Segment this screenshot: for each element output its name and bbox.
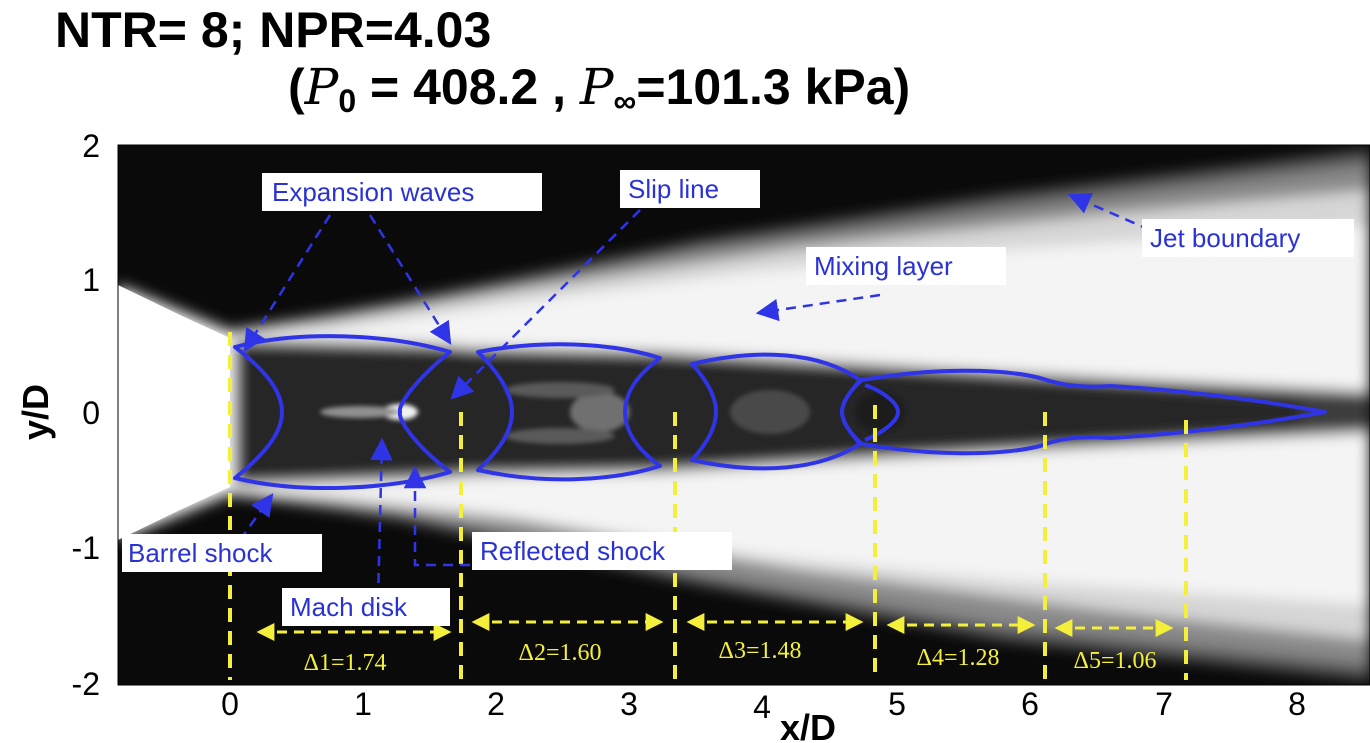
- jet-boundary-box: [1142, 219, 1354, 257]
- cell-length-labels: Δ1=1.74 Δ2=1.60 Δ3=1.48 Δ4=1.28 Δ5=1.06: [304, 638, 1157, 676]
- x-tick-8: 8: [1288, 686, 1306, 722]
- y-tick-labels: 2 1 0 -1 -2: [72, 128, 100, 702]
- mach-disk-label: Mach disk: [290, 592, 408, 622]
- jet-boundary-arrow: [1067, 192, 1151, 232]
- p0-symbol: P: [304, 58, 339, 116]
- slip-line-box: [620, 170, 760, 208]
- expansion-arrow-left: [243, 214, 332, 352]
- figure-title-line1: NTR= 8; NPR=4.03: [55, 2, 492, 58]
- y-axis-label: y/D: [15, 384, 56, 440]
- expansion-arrow-right: [368, 214, 452, 345]
- mixing-layer-box: [806, 247, 1006, 285]
- y-tick-2: 2: [82, 128, 100, 164]
- reflected-shock-label: Reflected shock: [480, 536, 666, 566]
- x-tick-7: 7: [1155, 686, 1173, 722]
- internal-shading: [320, 382, 905, 444]
- barrel-shock-arrow: [238, 493, 274, 541]
- jet-boundary-label: Jet boundary: [1150, 223, 1300, 253]
- cell-length-arrows: [256, 613, 1174, 641]
- cell-boundary-markers: [228, 332, 1188, 680]
- pinf-subscript: ∞: [613, 83, 637, 119]
- slip-line-arrow: [450, 209, 641, 400]
- barrel-shock-label: Barrel shock: [128, 538, 273, 568]
- reflected-shock-arrow: [403, 465, 470, 567]
- mixing-layer-arrow: [755, 293, 881, 322]
- y-tick-neg1: -1: [72, 530, 100, 566]
- y-tick-1: 1: [82, 262, 100, 298]
- mach-disk-box: [282, 588, 450, 626]
- cell-label-4: Δ4=1.28: [917, 645, 1000, 671]
- p0-subscript: 0: [338, 83, 357, 119]
- cell-label-3: Δ3=1.48: [719, 638, 802, 664]
- cell-label-2: Δ2=1.60: [519, 640, 602, 666]
- expansion-waves-label: Expansion waves: [272, 177, 474, 207]
- p0-value: = 408.2 ,: [356, 59, 580, 115]
- shock-cell-4: [840, 368, 1327, 456]
- shock-cell-4-inner: [864, 383, 900, 442]
- y-tick-0: 0: [82, 395, 100, 431]
- x-tick-0: 0: [221, 686, 239, 722]
- figure-title-line2: (P0 = 408.2 , P∞=101.3 kPa): [288, 58, 910, 130]
- annotation-labels: Expansion waves Slip line Jet boundary M…: [122, 170, 1354, 626]
- x-tick-2: 2: [487, 686, 505, 722]
- x-tick-5: 5: [888, 686, 906, 722]
- x-tick-4: 4: [753, 689, 771, 725]
- title-open-paren: (: [288, 59, 305, 115]
- x-axis-label: x/D: [780, 707, 836, 743]
- pinf-symbol: P: [579, 58, 614, 116]
- mach-disk-arrow: [370, 437, 393, 601]
- plot-frame: [117, 144, 1370, 686]
- y-tick-neg2: -2: [72, 666, 100, 702]
- slip-line-label: Slip line: [628, 174, 719, 204]
- nozzle-lip: [118, 285, 230, 540]
- shock-contour: [233, 334, 1327, 490]
- x-tick-3: 3: [620, 686, 638, 722]
- shock-cell-1: [233, 334, 452, 490]
- annotation-arrows: [238, 192, 1151, 601]
- cell-label-1: Δ1=1.74: [304, 650, 387, 676]
- expansion-waves-box: [262, 173, 542, 211]
- reflected-shock-box: [472, 532, 732, 570]
- shock-cell-2: [476, 342, 662, 482]
- x-tick-6: 6: [1021, 686, 1039, 722]
- barrel-shock-box: [122, 534, 322, 572]
- cell-label-5: Δ5=1.06: [1074, 648, 1157, 674]
- x-tick-labels: 0 1 2 3 4 5 6 7 8: [221, 686, 1306, 725]
- x-tick-1: 1: [354, 686, 372, 722]
- mixing-layer-label: Mixing layer: [814, 251, 953, 281]
- pinf-value: =101.3 kPa): [636, 59, 911, 115]
